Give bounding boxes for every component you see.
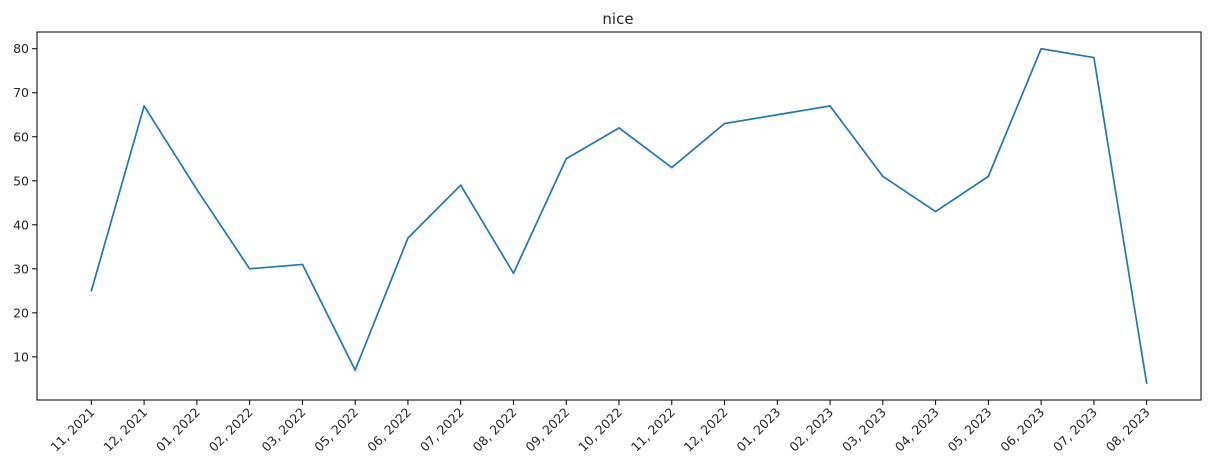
x-tick-label: 04, 2023 <box>892 405 942 455</box>
data-point <box>354 369 356 371</box>
y-tick-label: 70 <box>13 85 29 100</box>
data-point <box>829 105 831 107</box>
data-point <box>196 188 198 191</box>
data-point <box>90 290 93 292</box>
y-tick-label: 30 <box>13 261 29 276</box>
x-tick-label: 08, 2022 <box>470 405 520 455</box>
y-tick-label: 50 <box>13 173 29 188</box>
x-tick-label: 05, 2022 <box>311 405 361 455</box>
y-tick-label: 60 <box>13 129 29 144</box>
series-line <box>90 47 1148 384</box>
x-tick-label: 01, 2022 <box>153 405 203 455</box>
x-tick-label: 01, 2023 <box>733 405 783 455</box>
x-tick-label: 10, 2022 <box>575 405 625 455</box>
data-point <box>459 184 462 186</box>
x-tick-label: 07, 2022 <box>417 405 467 455</box>
data-point <box>407 237 409 239</box>
plot-frame <box>36 31 1202 401</box>
data-point <box>723 122 726 125</box>
data-point <box>987 175 990 178</box>
data-point <box>776 113 779 116</box>
data-point <box>248 268 251 270</box>
data-point <box>143 105 145 107</box>
x-tick-label: 06, 2022 <box>364 405 414 455</box>
data-point <box>301 263 304 266</box>
y-axis-ticks: 10 20 30 40 50 60 70 80 <box>13 41 37 364</box>
x-tick-label: 02, 2022 <box>206 405 256 455</box>
x-tick-label: 12, 2021 <box>100 405 150 455</box>
data-point <box>618 127 620 129</box>
data-point <box>1040 47 1042 50</box>
x-tick-label: 08, 2023 <box>1103 405 1153 455</box>
x-tick-label: 02, 2023 <box>786 405 836 455</box>
x-axis-ticks: 11, 2021 12, 2021 01, 2022 02, 2022 03, 2022… <box>47 400 1153 455</box>
data-point <box>1093 56 1095 59</box>
x-tick-label: 11, 2021 <box>47 405 97 455</box>
x-tick-label: 07, 2023 <box>1050 405 1100 455</box>
x-tick-label: 03, 2023 <box>839 405 889 455</box>
y-tick-label: 40 <box>13 217 29 232</box>
data-point <box>670 166 673 169</box>
data-point <box>565 157 568 160</box>
x-tick-label: 09, 2022 <box>522 405 572 455</box>
data-points <box>90 47 1148 385</box>
data-point <box>882 175 884 178</box>
x-tick-label: 12, 2022 <box>681 405 731 455</box>
x-tick-label: 05, 2023 <box>945 405 995 455</box>
data-point <box>934 210 937 213</box>
x-tick-label: 11, 2022 <box>628 405 678 455</box>
y-tick-label: 80 <box>13 41 29 56</box>
data-point <box>1145 382 1148 385</box>
y-tick-label: 10 <box>13 349 29 364</box>
x-tick-label: 06, 2023 <box>997 405 1047 455</box>
data-point <box>512 272 515 275</box>
chart-title: nice <box>602 10 633 28</box>
x-tick-label: 03, 2022 <box>259 405 309 455</box>
y-tick-label: 20 <box>13 305 29 320</box>
